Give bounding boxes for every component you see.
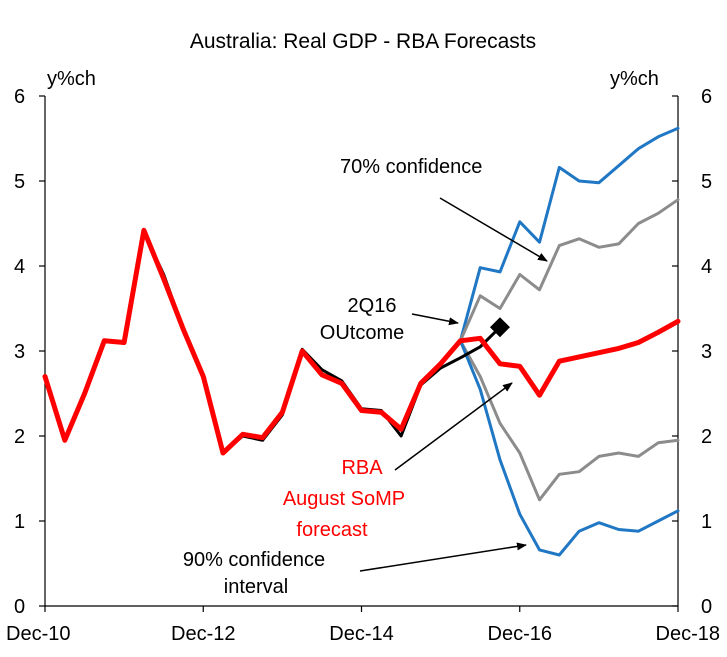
right-axis-unit-label: y%ch (610, 68, 659, 90)
annotations: 70% confidence 2Q16 OUtcome RBA August S… (183, 156, 548, 598)
x-tick-label: Dec-10 (6, 623, 70, 645)
outcome-marker-layer (489, 317, 510, 338)
right-y-tick-label: 4 (701, 256, 712, 278)
right-y-tick-label: 0 (701, 596, 712, 618)
series-line-70-confidence-upper (458, 198, 680, 343)
left-y-tick-label: 4 (14, 256, 25, 278)
x-tick-label: Dec-14 (329, 623, 393, 645)
annotation-rba-line2: August SoMP (283, 488, 405, 510)
arrow-70-confidence (439, 197, 548, 262)
left-y-tick-label: 0 (14, 596, 25, 618)
left-y-tick-label: 1 (14, 511, 25, 533)
left-y-tick-label: 6 (14, 86, 25, 108)
series-line-90-confidence-interval-lower (458, 339, 680, 557)
x-tick-label: Dec-12 (171, 623, 235, 645)
right-y-tick-label: 3 (701, 341, 712, 363)
annotation-90-line2: interval (224, 576, 288, 598)
series-line-90-confidence-interval-upper (458, 126, 680, 343)
left-y-tick-label: 2 (14, 426, 25, 448)
right-y-tick-label: 2 (701, 426, 712, 448)
x-tick-label: Dec-16 (488, 623, 552, 645)
axes: 0 0 1 1 2 2 3 3 4 4 5 5 6 6 Dec-10 Dec-12 Dec-14 Dec-16 De… (6, 86, 720, 645)
arrow-2q16-outcome (411, 313, 459, 326)
annotation-70-confidence: 70% confidence (340, 156, 482, 178)
right-y-tick-label: 1 (701, 511, 712, 533)
right-y-tick-label: 6 (701, 86, 712, 108)
x-tick-label: Dec-18 (656, 623, 720, 645)
left-axis-unit-label: y%ch (47, 68, 96, 90)
arrow-rba-forecast (394, 382, 513, 471)
annotation-90-line1: 90% confidence (183, 549, 325, 571)
series-line-rba-august-somp-forecast (42, 227, 681, 456)
annotation-rba-line3: forecast (296, 519, 368, 541)
left-y-tick-label: 5 (14, 171, 25, 193)
right-y-tick-label: 5 (701, 171, 712, 193)
chart-title: Australia: Real GDP - RBA Forecasts (190, 30, 536, 53)
series-lines (42, 126, 681, 557)
left-y-tick-label: 3 (14, 341, 25, 363)
annotation-2q16-line1: 2Q16 (348, 295, 397, 317)
series-line-70-confidence-lower (458, 339, 680, 502)
annotation-rba-line1: RBA (341, 457, 383, 479)
annotation-2q16-line2: OUtcome (320, 322, 404, 344)
arrow-90-confidence (359, 542, 527, 572)
outcome-diamond-marker (489, 317, 510, 338)
